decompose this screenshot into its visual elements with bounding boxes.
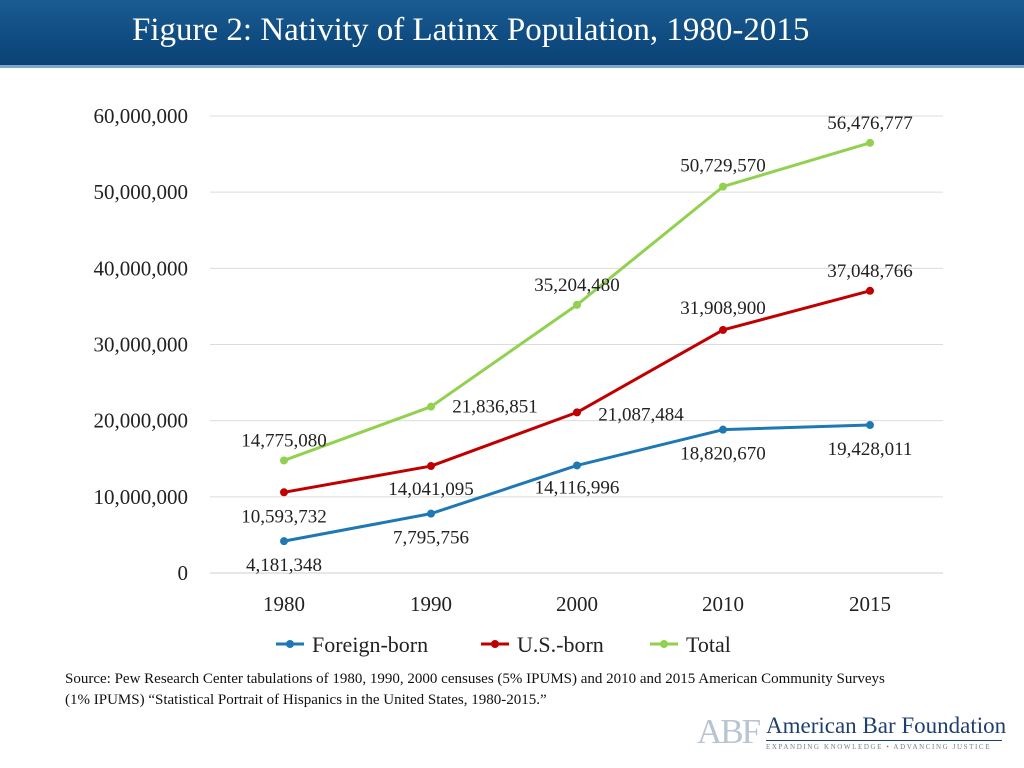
legend-label-foreign-born: Foreign-born: [312, 632, 428, 657]
legend-label-total: Total: [686, 632, 731, 657]
data-label-u-s-born: 37,048,766: [827, 261, 913, 282]
data-label-foreign-born: 18,820,670: [680, 444, 766, 465]
data-point-total: [280, 456, 288, 465]
data-point-foreign-born: [719, 425, 727, 434]
logo-tagline: EXPANDING KNOWLEDGE • ADVANCING JUSTICE: [766, 743, 992, 751]
data-point-foreign-born: [573, 461, 581, 470]
y-tick-label: 50,000,000: [94, 180, 189, 204]
data-point-u-s-born: [280, 488, 288, 497]
logo-name: American Bar Foundation: [766, 713, 1007, 738]
line-chart: 0 10,000,000 20,000,000 30,000,000 40,000,00…: [94, 104, 943, 657]
data-label-total: 35,204,480: [534, 275, 620, 296]
data-label-foreign-born: 14,116,996: [535, 477, 620, 498]
data-point-u-s-born: [866, 286, 874, 295]
x-tick-label: 2010: [702, 592, 744, 616]
data-point-total: [719, 182, 727, 191]
y-tick-label: 60,000,000: [94, 104, 189, 128]
x-tick-label: 2015: [849, 592, 891, 616]
abf-logo: ABF American Bar Foundation EXPANDING KN…: [697, 712, 1007, 752]
y-tick-label: 30,000,000: [94, 333, 189, 357]
data-point-total: [866, 138, 874, 147]
data-point-total: [427, 402, 435, 411]
data-label-foreign-born: 19,428,011: [828, 439, 913, 460]
y-tick-label: 20,000,000: [94, 409, 189, 433]
legend-marker-total: [660, 640, 668, 648]
page-title: Figure 2: Nativity of Latinx Population,…: [132, 12, 810, 48]
y-tick-label: 0: [178, 561, 189, 585]
y-tick-label: 10,000,000: [94, 485, 189, 509]
data-label-u-s-born: 21,087,484: [598, 404, 684, 425]
data-label-total: 50,729,570: [680, 156, 766, 177]
title-underline: [0, 65, 1024, 68]
data-label-foreign-born: 7,795,756: [393, 528, 469, 549]
data-point-foreign-born: [280, 537, 288, 546]
x-tick-label: 1990: [410, 592, 452, 616]
legend-label-u-s-born: U.S.-born: [517, 632, 604, 657]
data-label-u-s-born: 31,908,900: [680, 298, 766, 319]
x-tick-label: 2000: [556, 592, 598, 616]
x-tick-label: 1980: [263, 592, 305, 616]
data-point-foreign-born: [866, 421, 874, 430]
title-bar: Figure 2: Nativity of Latinx Population,…: [0, 0, 1024, 68]
data-label-total: 14,775,080: [241, 430, 327, 451]
data-point-u-s-born: [427, 462, 435, 471]
legend-marker-u-s-born: [491, 640, 499, 648]
logo-mark: ABF: [697, 712, 761, 751]
data-point-total: [573, 300, 581, 309]
legend-marker-foreign-born: [286, 640, 294, 648]
data-label-u-s-born: 10,593,732: [241, 506, 327, 527]
data-point-foreign-born: [427, 509, 435, 518]
data-label-u-s-born: 14,041,095: [388, 479, 474, 500]
logo-rule: [766, 740, 1002, 741]
source-note: Source: Pew Research Center tabulations …: [65, 671, 885, 708]
data-label-total: 21,836,851: [452, 397, 538, 418]
data-label-total: 56,476,777: [827, 113, 913, 134]
data-point-u-s-born: [719, 325, 727, 334]
data-point-u-s-born: [573, 408, 581, 417]
y-tick-label: 40,000,000: [94, 256, 189, 280]
data-label-foreign-born: 4,181,348: [246, 555, 322, 576]
